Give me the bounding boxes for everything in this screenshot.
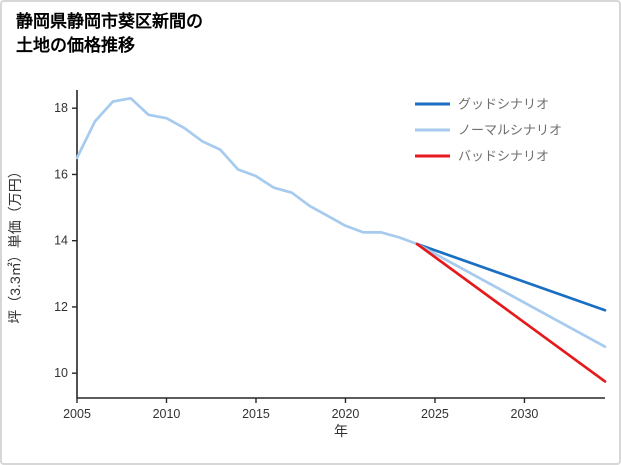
chart-title: 静岡県静岡市葵区新間の 土地の価格推移 <box>16 10 203 58</box>
x-tick-label: 2005 <box>63 407 91 421</box>
chart-title-line2: 土地の価格推移 <box>16 35 135 55</box>
x-tick-label: 2015 <box>242 407 270 421</box>
legend-label: バッドシナリオ <box>458 149 549 164</box>
series-line-normal <box>415 242 607 349</box>
legend-label: ノーマルシナリオ <box>458 123 562 138</box>
y-tick-label: 16 <box>54 167 68 181</box>
x-tick-label: 2025 <box>421 407 449 421</box>
series-line-history <box>75 96 419 246</box>
x-tick-label: 2020 <box>332 407 360 421</box>
x-axis-label: 年 <box>334 423 348 439</box>
x-tick-label: 2030 <box>511 407 539 421</box>
x-tick-label: 2010 <box>153 407 181 421</box>
y-tick-label: 10 <box>54 366 68 380</box>
y-tick-label: 14 <box>54 234 68 248</box>
price-trend-chart: 2005 2010 2015 2020 2025 2030 10 12 14 16 18 年 坪（3.3… <box>2 60 619 463</box>
y-axis-label: 坪（3.3㎡）単価（万円） <box>7 164 23 323</box>
series-line-good <box>415 242 607 312</box>
y-tick-label: 12 <box>54 300 68 314</box>
chart-title-line1: 静岡県静岡市葵区新間の <box>16 12 203 31</box>
series-line-bad <box>415 242 607 383</box>
legend-label: グッドシナリオ <box>458 97 549 112</box>
chart-svg: 2005 2010 2015 2020 2025 2030 10 12 14 16 18 年 坪（3.3… <box>7 90 607 439</box>
y-tick-label: 18 <box>54 101 68 115</box>
